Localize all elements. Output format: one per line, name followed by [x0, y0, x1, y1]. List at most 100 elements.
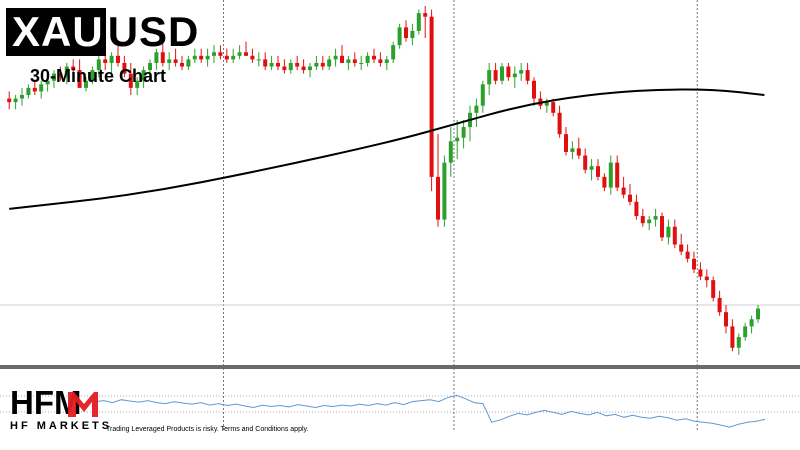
candle-body — [122, 62, 127, 74]
candle-body — [685, 251, 690, 259]
candle-body — [256, 59, 261, 61]
candle — [660, 212, 664, 241]
candle — [391, 41, 396, 63]
candle-body — [186, 59, 191, 67]
candle — [474, 98, 479, 128]
candle — [154, 48, 159, 71]
candle-body — [45, 80, 50, 85]
candle — [224, 48, 229, 63]
chart-subtitle: 30-Minute Chart — [30, 66, 167, 86]
candle — [308, 62, 312, 78]
candle-body — [20, 95, 24, 99]
candle-body — [384, 59, 389, 63]
candle-body — [416, 13, 421, 31]
candle — [269, 55, 274, 71]
candle — [602, 173, 607, 192]
candle — [564, 127, 568, 156]
candle-body — [180, 62, 184, 67]
candle — [455, 119, 460, 160]
candle — [756, 305, 760, 323]
candle-body — [244, 52, 248, 56]
candle-body — [308, 66, 312, 71]
candle — [231, 48, 236, 63]
candle — [295, 55, 300, 71]
candle — [717, 290, 722, 316]
candle — [404, 20, 408, 42]
candle — [26, 84, 31, 99]
candle — [45, 77, 50, 92]
candle-body — [743, 326, 748, 338]
candle-body — [333, 55, 338, 60]
candle — [109, 52, 114, 74]
candle — [736, 333, 741, 355]
candle — [96, 55, 101, 78]
candle-body — [327, 59, 332, 67]
candle-body — [71, 66, 76, 71]
candle-body — [103, 59, 108, 63]
candle-body — [173, 59, 178, 63]
candle — [359, 55, 364, 71]
candle — [679, 233, 684, 256]
candle-body — [192, 55, 197, 60]
candle — [493, 62, 498, 85]
candle-body — [564, 134, 568, 152]
candle-body — [692, 258, 696, 270]
candle-body — [672, 226, 677, 245]
candle — [52, 70, 56, 88]
chart-grid — [0, 0, 800, 432]
candle — [480, 80, 485, 113]
candle — [589, 159, 594, 181]
candle-body — [519, 70, 524, 74]
candle-body — [596, 166, 600, 177]
candle — [685, 244, 690, 263]
candle — [448, 127, 453, 177]
candle — [58, 66, 63, 81]
candle-body — [32, 87, 37, 92]
candle — [7, 91, 12, 110]
candle — [128, 62, 133, 95]
candle-body — [52, 73, 56, 81]
hfm-logo: HFM — [10, 386, 98, 418]
candle-body — [160, 52, 165, 63]
candle-body — [346, 59, 351, 63]
candle — [84, 77, 88, 92]
candle — [180, 55, 184, 71]
candle — [570, 141, 575, 160]
candle-body — [512, 73, 517, 78]
candle-body — [442, 162, 447, 220]
candle — [148, 59, 152, 78]
candle — [634, 194, 639, 220]
candle — [397, 23, 402, 49]
candle-body — [621, 187, 626, 195]
candle — [365, 52, 370, 67]
moving-average-series — [9, 88, 765, 210]
candle — [621, 176, 626, 199]
candle — [647, 216, 652, 231]
candle — [327, 55, 332, 71]
candle-body — [365, 55, 370, 63]
candle — [333, 48, 338, 67]
candle — [583, 148, 588, 174]
candle — [724, 305, 728, 334]
candle — [557, 105, 562, 138]
candle — [32, 80, 37, 95]
candle — [192, 48, 197, 63]
candle-body — [314, 62, 319, 67]
candle-body — [410, 30, 415, 39]
candle — [608, 155, 613, 195]
candle — [167, 52, 172, 71]
candle — [141, 66, 146, 88]
candle-body — [730, 326, 735, 348]
candle-body — [135, 80, 140, 88]
candle — [256, 52, 261, 67]
candle — [692, 251, 696, 273]
candle-body — [269, 62, 274, 67]
candle-body — [455, 137, 460, 142]
candle-body — [199, 55, 204, 60]
candle-body — [724, 312, 728, 327]
candle-body — [96, 59, 101, 71]
candle — [423, 6, 428, 39]
candle-body — [634, 201, 639, 217]
indicator-line — [94, 394, 766, 428]
candle — [653, 208, 658, 227]
